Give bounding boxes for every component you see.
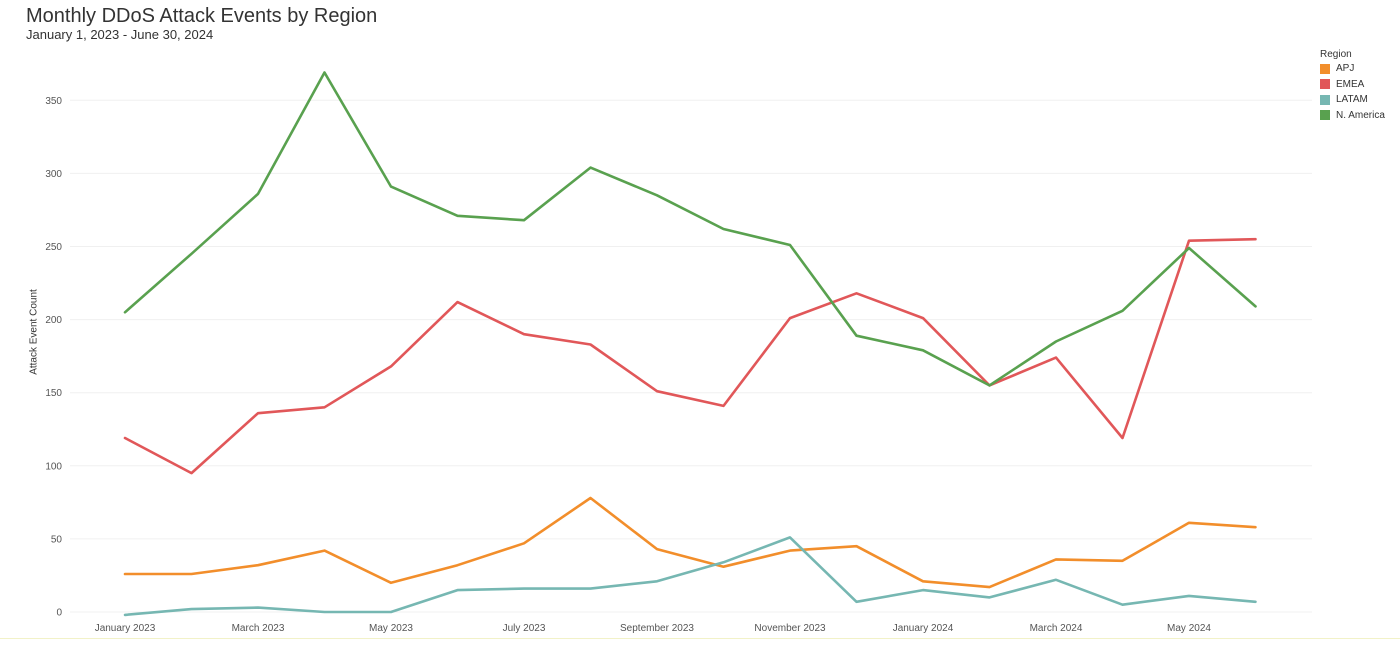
legend-item: LATAM bbox=[1320, 92, 1385, 108]
x-tick-label: July 2023 bbox=[503, 623, 546, 634]
y-tick-label: 0 bbox=[56, 608, 62, 619]
y-tick-label: 200 bbox=[45, 315, 62, 326]
series-lines bbox=[123, 71, 1257, 617]
series-line-latam bbox=[123, 536, 1257, 617]
legend-swatch bbox=[1320, 63, 1330, 74]
legend-label: N. America bbox=[1336, 109, 1385, 121]
x-tick-label: November 2023 bbox=[754, 623, 826, 634]
x-tick-labels: January 2023 March 2023 May 2023 July 2023 S… bbox=[95, 623, 1212, 634]
legend-label: EMEA bbox=[1336, 78, 1365, 90]
x-tick-label: March 2023 bbox=[232, 623, 285, 634]
series-line-apj bbox=[123, 496, 1257, 589]
legend-swatch bbox=[1320, 79, 1330, 90]
y-tick-labels: 0 50 100 150 200 250 300 350 bbox=[45, 96, 62, 619]
chart-title: Monthly DDoS Attack Events by Region bbox=[26, 5, 378, 27]
legend-swatch bbox=[1320, 94, 1330, 105]
chart-subtitle: January 1, 2023 - June 30, 2024 bbox=[26, 27, 214, 42]
legend-item: APJ bbox=[1320, 61, 1385, 77]
legend-label: LATAM bbox=[1336, 94, 1368, 106]
legend-swatch bbox=[1320, 110, 1330, 121]
series-line-n-america bbox=[123, 71, 1257, 387]
series-line-emea bbox=[123, 237, 1257, 475]
x-tick-label: September 2023 bbox=[620, 623, 694, 634]
legend-title: Region bbox=[1320, 49, 1352, 60]
bottom-divider bbox=[0, 638, 1400, 639]
y-tick-label: 100 bbox=[45, 461, 62, 472]
y-tick-label: 50 bbox=[51, 534, 63, 545]
legend: Region APJ EMEA LATAM N. America bbox=[1320, 49, 1385, 123]
x-tick-label: January 2024 bbox=[893, 623, 954, 634]
legend-item: EMEA bbox=[1320, 77, 1385, 93]
y-tick-label: 300 bbox=[45, 169, 62, 180]
x-tick-label: May 2023 bbox=[369, 623, 413, 634]
gridlines bbox=[70, 99, 1312, 613]
x-tick-label: January 2023 bbox=[95, 623, 156, 634]
legend-item: N. America bbox=[1320, 108, 1385, 124]
legend-label: APJ bbox=[1336, 63, 1355, 75]
x-tick-label: May 2024 bbox=[1167, 623, 1211, 634]
y-tick-label: 150 bbox=[45, 388, 62, 399]
y-tick-label: 250 bbox=[45, 242, 62, 253]
y-tick-label: 350 bbox=[45, 96, 62, 107]
x-tick-label: March 2024 bbox=[1030, 623, 1083, 634]
